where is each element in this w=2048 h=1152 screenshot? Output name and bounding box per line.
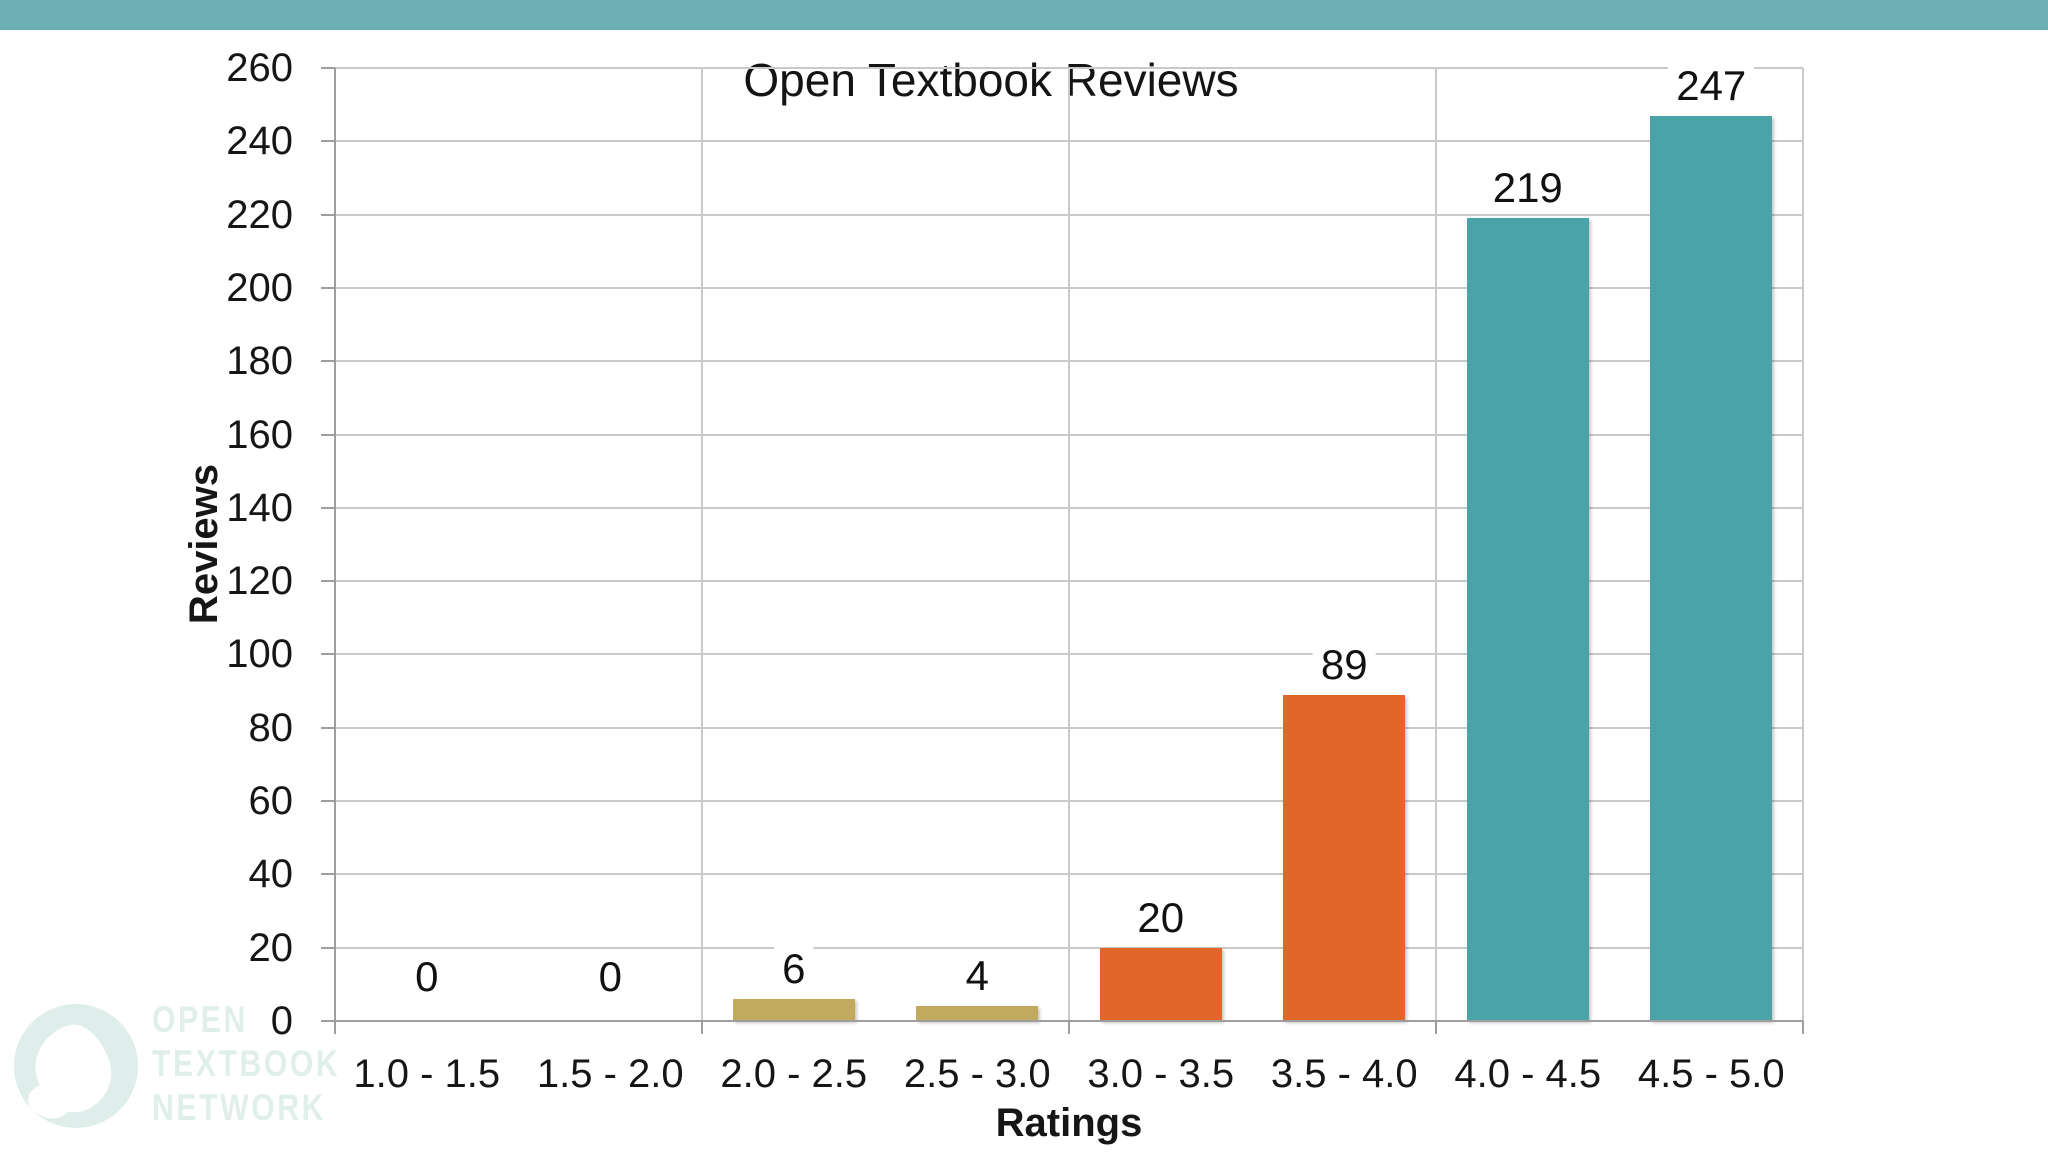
- bar-value-label: 20: [1129, 893, 1193, 942]
- x-tick-mark: [1068, 1021, 1070, 1034]
- y-tick-label: 160: [226, 412, 293, 457]
- x-category-label: 4.5 - 5.0: [1637, 1052, 1785, 1096]
- y-tick-label: 60: [248, 779, 294, 824]
- y-tick-mark: [321, 653, 335, 656]
- y-tick-mark: [321, 800, 335, 803]
- chart-title: Open Textbook Reviews: [729, 52, 1253, 108]
- x-category-label: 1.0 - 1.5: [353, 1052, 501, 1096]
- chart-title-wrap: Open Textbook Reviews: [691, 52, 1291, 108]
- bar-value-label: 219: [1484, 164, 1571, 213]
- bar-value-label: 0: [407, 953, 447, 1001]
- y-tick-mark: [321, 360, 335, 363]
- x-tick-mark: [701, 1021, 703, 1034]
- watermark-text: OPEN TEXTBOOK NETWORK: [152, 998, 382, 1130]
- bar-value-label: 0: [590, 953, 630, 1001]
- x-tick-mark: [334, 1021, 336, 1034]
- x-tick-mark: [1435, 1021, 1437, 1034]
- x-category-label: 3.5 - 4.0: [1270, 1052, 1418, 1096]
- bar-value-label: 4: [957, 952, 997, 1001]
- bar: [1466, 218, 1589, 1021]
- bar: [1283, 694, 1406, 1021]
- y-tick-label: 180: [226, 339, 293, 384]
- globe-icon: [14, 1004, 138, 1128]
- bar: [732, 999, 855, 1021]
- v-gridline: [1802, 68, 1804, 1021]
- y-tick-mark: [321, 946, 335, 949]
- y-tick-mark: [321, 873, 335, 876]
- y-tick-mark: [321, 1020, 335, 1022]
- y-tick-label: 0: [270, 999, 293, 1043]
- x-category-label: 2.5 - 3.0: [903, 1052, 1051, 1096]
- bar-value-label: 89: [1312, 640, 1376, 689]
- bar-value-label: 247: [1668, 61, 1755, 110]
- y-tick-mark: [321, 506, 335, 509]
- bar-value-label: 6: [774, 945, 814, 993]
- bar: [1650, 115, 1773, 1021]
- y-axis-line: [334, 68, 336, 1021]
- watermark-line-3: NETWORK: [152, 1087, 326, 1128]
- x-category-label: 4.0 - 4.5: [1454, 1052, 1602, 1096]
- y-tick-mark: [321, 140, 335, 143]
- watermark-line-2: TEXTBOOK: [152, 1043, 341, 1084]
- y-tick-label: 260: [226, 46, 293, 90]
- y-tick-label: 200: [226, 265, 293, 310]
- v-gridline: [1435, 68, 1437, 1021]
- y-tick-label: 40: [248, 852, 294, 897]
- v-gridline: [701, 68, 703, 1021]
- x-category-label: 2.0 - 2.5: [720, 1052, 868, 1096]
- v-gridline: [1068, 68, 1070, 1021]
- top-banner: [0, 0, 2048, 30]
- x-axis-line: [335, 1020, 1803, 1022]
- y-tick-mark: [321, 433, 335, 436]
- y-tick-label: 240: [226, 119, 293, 164]
- y-tick-label: 100: [226, 632, 293, 677]
- y-tick-mark: [321, 213, 335, 216]
- y-tick-label: 120: [226, 559, 293, 604]
- y-tick-mark: [321, 67, 335, 69]
- bar: [1099, 947, 1222, 1021]
- y-tick-mark: [321, 286, 335, 289]
- y-tick-label: 20: [248, 925, 294, 970]
- y-tick-mark: [321, 726, 335, 729]
- y-tick-label: 140: [226, 485, 293, 530]
- x-tick-mark: [1802, 1021, 1804, 1034]
- x-category-label: 1.5 - 2.0: [536, 1052, 684, 1096]
- x-category-label: 3.0 - 3.5: [1087, 1052, 1235, 1096]
- y-tick-label: 220: [226, 192, 293, 237]
- watermark-logo: OPEN TEXTBOOK NETWORK: [8, 992, 368, 1144]
- y-tick-mark: [321, 580, 335, 583]
- x-axis-title: Ratings: [995, 1101, 1143, 1145]
- watermark-line-1: OPEN: [152, 999, 248, 1040]
- bar: [916, 1006, 1039, 1021]
- y-tick-label: 80: [248, 705, 294, 750]
